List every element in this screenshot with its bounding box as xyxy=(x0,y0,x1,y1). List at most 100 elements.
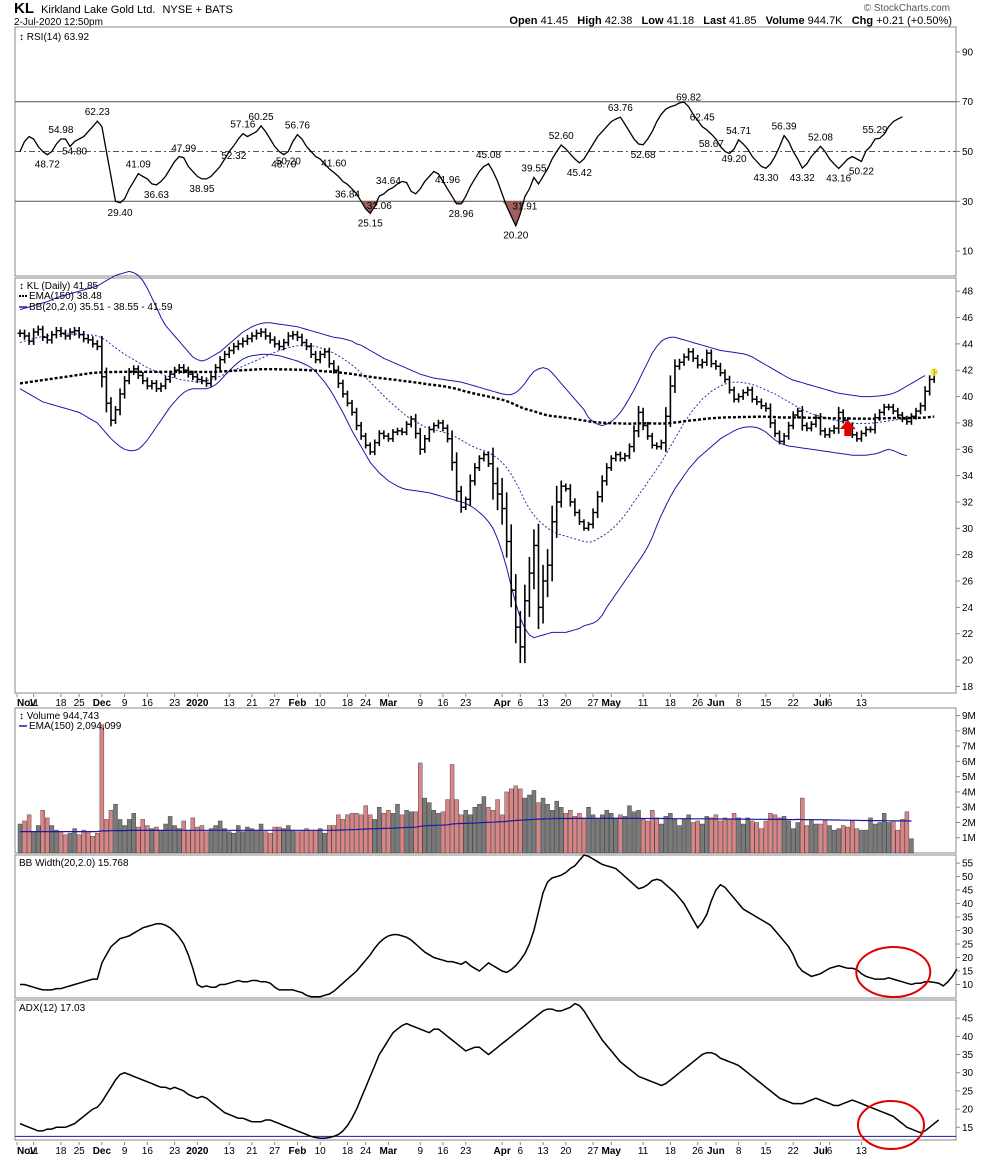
price-axis-tick-label: 28 xyxy=(962,550,974,561)
volume-bar xyxy=(645,820,650,854)
date-axis-bottom-label: 18 xyxy=(55,1146,67,1157)
volume-bar xyxy=(377,807,382,854)
volume-bar xyxy=(731,813,737,854)
ohlc-bar xyxy=(690,348,696,362)
volume-bar xyxy=(536,802,541,854)
price-axis-tick-label: 44 xyxy=(962,339,974,350)
volume-bar xyxy=(795,822,800,854)
volume-bar xyxy=(199,825,205,854)
date-axis-bottom-label: 23 xyxy=(460,1146,472,1157)
bollinger-lower-line xyxy=(19,353,908,639)
date-axis-bottom-label: 13 xyxy=(856,1146,868,1157)
ohlc-bar xyxy=(763,402,769,412)
price-axis-tick-label: 48 xyxy=(962,287,974,298)
volume-ema-legend: EMA(150) 2,094,099 xyxy=(29,721,122,732)
ohlc-bar xyxy=(53,326,59,339)
symbol: KL xyxy=(14,0,34,17)
price-axis-tick-label: 34 xyxy=(962,471,974,482)
rsi-value-label: 43.32 xyxy=(790,173,815,184)
date-axis-bottom-label: 2020 xyxy=(186,1146,209,1157)
adx-axis-tick-label: 25 xyxy=(962,1086,974,1097)
ohlc-bar xyxy=(431,422,437,433)
adx-axis-tick-label: 20 xyxy=(962,1105,974,1116)
volume-bar xyxy=(581,817,587,854)
ohlc-bar xyxy=(335,365,341,389)
date-axis-top-label: 25 xyxy=(74,698,86,709)
date-axis-top-label: 11 xyxy=(638,698,649,709)
volume-bar xyxy=(486,807,491,854)
bbwidth-axis-tick-label: 10 xyxy=(962,980,974,991)
volume-bar xyxy=(590,814,596,854)
ohlc-bar xyxy=(918,402,924,415)
volume-bar xyxy=(822,820,828,854)
volume-bar xyxy=(99,724,105,854)
volume-bar xyxy=(236,825,241,854)
volume-bar xyxy=(208,828,214,854)
date-axis-top-label: 27 xyxy=(588,698,600,709)
ohlc-bar xyxy=(381,430,387,440)
volume-bar xyxy=(736,817,741,854)
bbwidth-red-circle xyxy=(855,946,932,998)
ohlc-bar xyxy=(877,409,883,421)
volume-bar xyxy=(254,829,259,854)
bbwidth-axis-tick-label: 55 xyxy=(962,859,974,870)
date-axis-top-label: 6 xyxy=(518,698,524,709)
rsi-value-label: 28.96 xyxy=(449,209,474,220)
bbwidth-axis-tick-label: 25 xyxy=(962,940,974,951)
volume-bar xyxy=(176,828,182,854)
rsi-value-label: 43.30 xyxy=(753,173,778,184)
volume-bar xyxy=(117,819,123,854)
volume-bar xyxy=(618,814,623,854)
volume-bar xyxy=(704,816,709,854)
rsi-value-label: 49.20 xyxy=(722,154,747,165)
adx-panel-frame xyxy=(14,999,957,1141)
open-value: 41.45 xyxy=(540,15,569,27)
ohlc-bar xyxy=(895,407,901,419)
volume-bar xyxy=(231,832,236,854)
volume-axis-tick-label: 1M xyxy=(962,833,976,844)
date-axis-top-label: 18 xyxy=(665,698,677,709)
volume-bar xyxy=(504,791,509,854)
volume-bar xyxy=(859,829,864,854)
volume-bar xyxy=(313,829,318,854)
ohlc-bar xyxy=(249,332,255,343)
ohlc-bar xyxy=(631,425,637,453)
bbwidth-axis-tick-label: 35 xyxy=(962,913,974,924)
ohlc-bar xyxy=(40,325,46,341)
ohlc-bar xyxy=(276,340,282,351)
ohlc-bar xyxy=(140,372,146,385)
ohlc-bar xyxy=(153,380,159,393)
rsi-value-label: 25.15 xyxy=(358,218,383,229)
volume-bar xyxy=(26,814,32,854)
ohlc-bar xyxy=(367,442,373,455)
bollinger-middle-line xyxy=(19,333,917,543)
ohlc-bar xyxy=(49,330,55,344)
volume-bar xyxy=(167,816,173,854)
volume-bar xyxy=(713,814,719,854)
date-axis-top-label: 6 xyxy=(827,698,833,709)
rsi-value-label: 36.63 xyxy=(144,190,169,201)
volume-bar xyxy=(336,814,341,854)
last-price-highlight xyxy=(930,368,939,377)
volume-bar xyxy=(490,810,496,854)
volume-bar xyxy=(718,820,723,854)
rsi-panel: 90 70 50 30 10 48.72 54.98 54.80 62.23 29.40 41.09… xyxy=(14,26,974,277)
date-axis-bottom-label: Dec xyxy=(93,1146,112,1157)
volume-bar xyxy=(872,823,878,854)
bbwidth-panel-frame xyxy=(14,854,957,999)
ohlc-bar xyxy=(576,509,582,525)
date-axis-bottom-label: 22 xyxy=(788,1146,800,1157)
volume-bar xyxy=(668,813,673,854)
rsi-value-label: 57.16 xyxy=(230,120,255,131)
price-axis-tick-label: 20 xyxy=(962,656,974,667)
volume-axis-tick-label: 6M xyxy=(962,757,976,768)
volume-bar xyxy=(181,820,186,854)
date-axis-top-label: 22 xyxy=(788,698,800,709)
ohlc-bar xyxy=(354,407,360,431)
volume-axis-tick-label: 7M xyxy=(962,742,976,753)
ohlc-bar xyxy=(299,333,305,347)
ohlc-bar xyxy=(654,442,660,450)
volume-bar xyxy=(76,834,82,854)
date-axis-top-label: 24 xyxy=(360,698,372,709)
